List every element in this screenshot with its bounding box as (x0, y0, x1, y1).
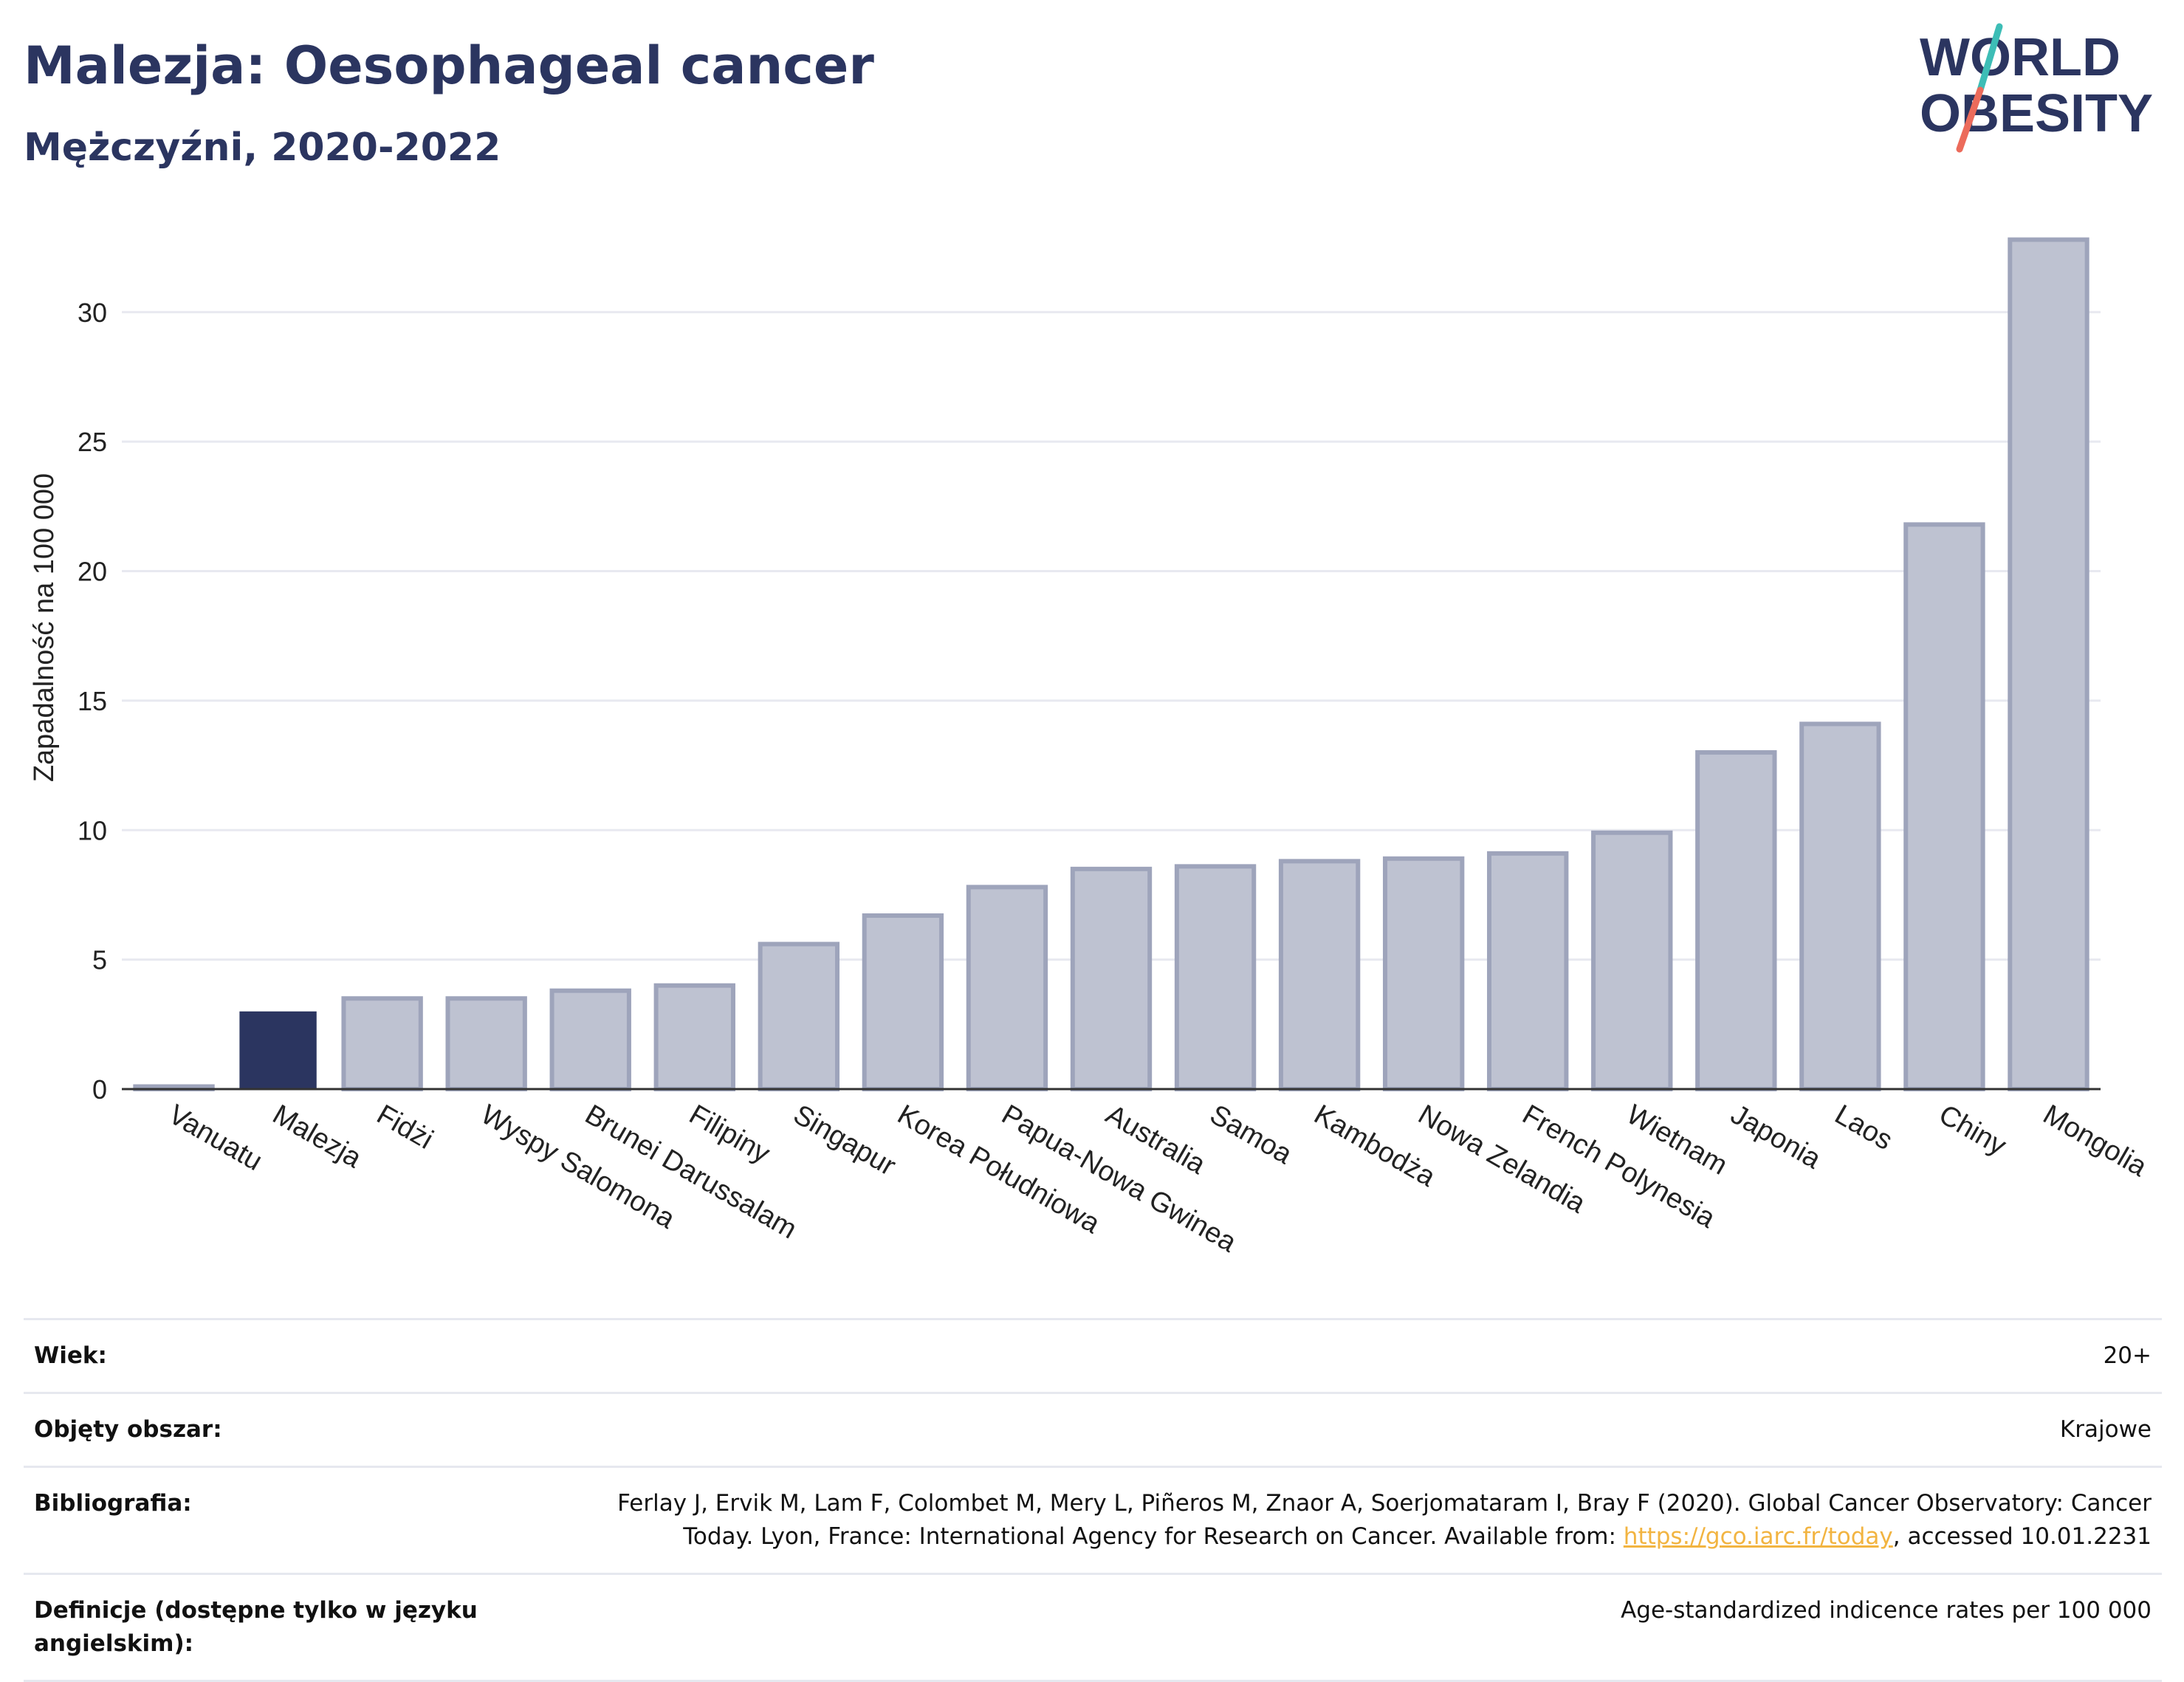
bibliography-line1: Ferlay J, Ervik M, Lam F, Colombet M, Me… (617, 1489, 2152, 1517)
x-tick-label: Vanuatu (163, 1099, 267, 1177)
logo-text-world: WORLD (1920, 28, 2121, 87)
meta-label-definitions: Definicje (dostępne tylko w języku angie… (34, 1596, 478, 1657)
bar-mongolia (2008, 237, 2089, 1091)
x-tick-label: Japonia (1725, 1099, 1827, 1175)
bar-chiny (1903, 522, 1985, 1091)
bar-korea-południowa (862, 913, 944, 1091)
x-tick-label: Fidżi (371, 1099, 438, 1155)
meta-label-age: Wiek: (34, 1342, 107, 1369)
bar-wietnam (1591, 830, 1673, 1092)
bar-wyspy-salomona (445, 996, 527, 1091)
bar-laos (1799, 721, 1881, 1091)
logo-slash-teal (1977, 23, 2003, 94)
x-tick-label: French Polynesia (1517, 1099, 1721, 1235)
bar-brunei-darussalam (549, 988, 631, 1092)
bar-chart: 0 5 10 15 20 25 30 Vanuatu Malezja Fidżi Wyspy Sal… (29, 237, 2152, 1259)
bar-malezja (239, 1011, 317, 1089)
y-tick-label: 25 (78, 427, 107, 457)
bibliography-line2: Today. Lyon, France: International Agenc… (683, 1523, 1624, 1550)
meta-label-bibliography: Bibliografia: (34, 1489, 192, 1517)
bar-japonia (1695, 750, 1777, 1091)
y-tick-label: 5 (92, 945, 107, 975)
x-tick-label: Samoa (1205, 1099, 1298, 1170)
x-tick-label: Laos (1830, 1099, 1898, 1156)
meta-row-age: Wiek: 20+ (24, 1318, 2162, 1392)
meta-row-coverage: Objęty obszar: Krajowe (24, 1391, 2162, 1466)
meta-value-definitions: Age-standardized indicence rates per 100… (1621, 1596, 2152, 1624)
bibliography-accessed: , accessed 10.01.2231 (1892, 1523, 2152, 1550)
x-tick-label: Chiny (1934, 1099, 2011, 1161)
world-obesity-logo: WORLD OBESITY (1920, 23, 2153, 153)
meta-label-coverage: Objęty obszar: (34, 1415, 222, 1443)
y-tick-label: 0 (92, 1074, 107, 1105)
y-tick-label: 20 (78, 557, 107, 587)
bar-singapur (758, 941, 840, 1091)
chart-subtitle: Mężczyźni, 2020-2022 (24, 126, 501, 170)
y-tick-label: 30 (78, 298, 107, 328)
meta-value-bibliography: Ferlay J, Ervik M, Lam F, Colombet M, Me… (502, 1468, 2162, 1573)
x-tick-label: Singapur (788, 1099, 901, 1182)
source-link[interactable]: https://gco.iarc.fr/today (1623, 1523, 1893, 1550)
bar-kambodża (1278, 859, 1361, 1091)
y-tick-label: 15 (78, 686, 107, 716)
y-tick-label: 10 (78, 815, 107, 845)
meta-row-definitions: Definicje (dostępne tylko w języku angie… (24, 1572, 2162, 1682)
y-axis-label: Zapadalność na 100 000 (29, 473, 60, 782)
x-tick-label: Malezja (267, 1099, 367, 1174)
bar-french-polynesia (1487, 851, 1569, 1092)
bar-nowa-zelandia (1382, 856, 1465, 1091)
bar-filipiny (653, 983, 735, 1092)
logo-slash-coral (1956, 86, 1984, 153)
bar-samoa (1174, 864, 1257, 1091)
bar-fidżi (341, 996, 423, 1091)
chart-title: Malezja: Oesophageal cancer (24, 35, 874, 96)
x-tick-label: Wyspy Salomona (475, 1099, 681, 1235)
logo-text-obesity: OBESITY (1920, 84, 2153, 143)
bars (133, 237, 2089, 1092)
meta-value-age: 20+ (2103, 1342, 2152, 1369)
bar-papua-nowa-gwinea (966, 885, 1048, 1092)
x-tick-label: Mongolia (2038, 1099, 2152, 1183)
meta-row-bibliography: Bibliografia: Ferlay J, Ervik M, Lam F, … (24, 1465, 2162, 1573)
metadata-table: Wiek: 20+ Objęty obszar: Krajowe Bibliog… (24, 1318, 2162, 1682)
bar-australia (1070, 866, 1153, 1092)
meta-value-coverage: Krajowe (2059, 1415, 2152, 1443)
